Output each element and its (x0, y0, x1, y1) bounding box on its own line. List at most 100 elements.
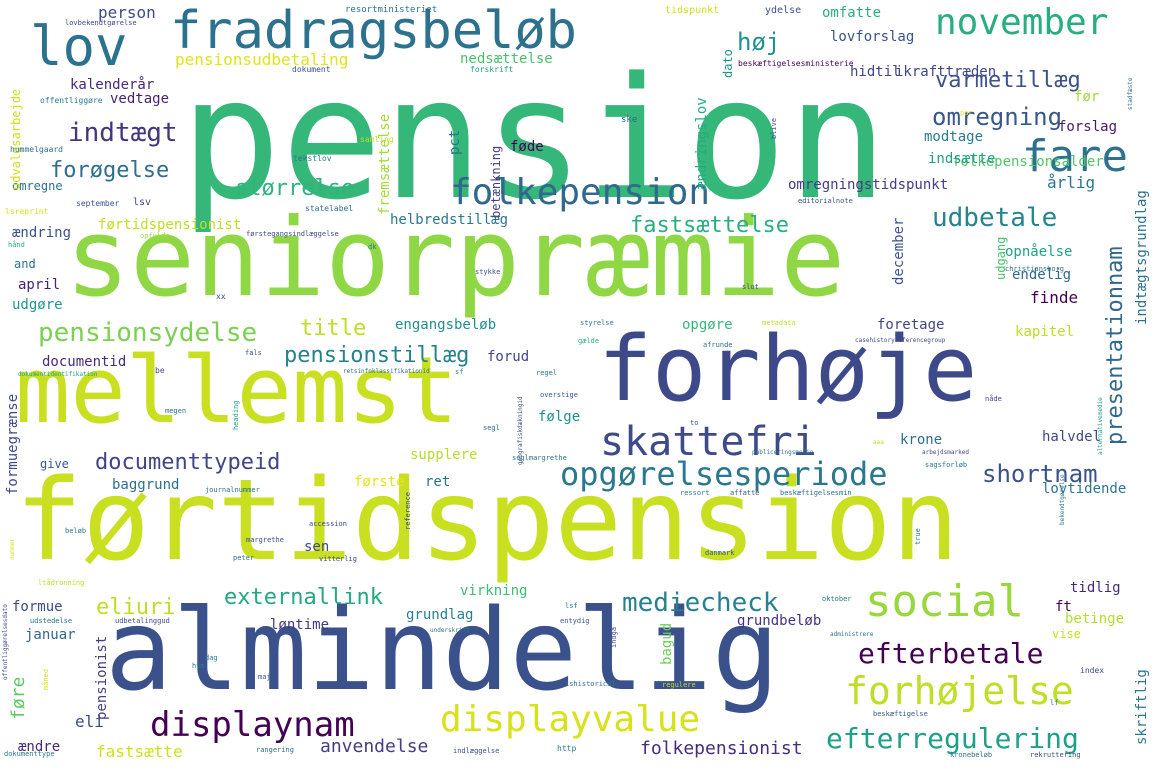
word-cloud-term: documentid (42, 354, 127, 370)
word-cloud-term: pensionsydelse (38, 318, 258, 348)
word-cloud-term: forud (487, 349, 530, 365)
word-cloud-term: seniorpræmie (65, 196, 846, 321)
word-cloud-term: størrelse (235, 176, 355, 201)
word-cloud-term: indtægt (68, 118, 178, 148)
word-cloud-term: fastsættelse (630, 213, 789, 238)
word-cloud-term: stadfæste (1127, 77, 1134, 110)
word-cloud-term: fare (1022, 131, 1128, 182)
word-cloud-term: betænkning (489, 145, 503, 218)
word-cloud-term: statelabel (305, 204, 354, 213)
word-cloud-term: sf (455, 368, 464, 376)
word-cloud-term: folkepension (450, 172, 711, 213)
word-cloud-term: ressort (680, 489, 710, 497)
word-cloud-term: give (40, 457, 69, 471)
word-cloud-term: grundlag (406, 607, 474, 623)
word-cloud-term: vise (1052, 627, 1081, 641)
word-cloud-term: lov (30, 15, 128, 78)
word-cloud-term: efterbetale (858, 637, 1044, 670)
word-cloud-term: krone (900, 432, 943, 448)
word-cloud-term: forøgelse (50, 158, 170, 183)
word-cloud-term: displayvalue (440, 699, 701, 740)
word-cloud-term: metadata (762, 319, 796, 327)
word-cloud-term: førtidspensionist (98, 217, 242, 233)
word-cloud-term: entydig (560, 617, 590, 625)
word-cloud-term: modtage (924, 129, 984, 145)
word-cloud-term: accession (309, 520, 347, 528)
word-cloud-term: hidtil (850, 64, 901, 80)
word-cloud-term: almindelig (105, 586, 780, 716)
word-cloud-term: slot (742, 283, 759, 291)
word-cloud-term: bekendtgørelse (1059, 474, 1066, 525)
word-cloud-term: sagsforløb (925, 461, 968, 469)
word-cloud-term: true (914, 528, 922, 545)
word-cloud-term: udbetale (932, 203, 1058, 233)
word-cloud-term: be (155, 366, 165, 375)
word-cloud-term: documenttypeid (95, 450, 281, 475)
word-cloud-term: engangsbeløb (395, 317, 497, 333)
word-cloud-term: efterregulering (826, 722, 1079, 755)
word-cloud-term: grundbeløb (737, 613, 822, 629)
word-cloud-term: stykke (475, 268, 501, 276)
word-cloud-term: ændre (18, 739, 61, 755)
word-cloud-term: fradragsbeløb (170, 1, 577, 61)
word-cloud-term: folkepensionsalder (952, 154, 1104, 170)
word-cloud-term: endelig (1012, 267, 1072, 283)
word-cloud-term: samling (360, 135, 394, 144)
word-cloud-term: fastsætte (96, 742, 183, 761)
word-cloud-term: omregning (932, 103, 1063, 131)
word-cloud-term: editorialnote (798, 197, 853, 205)
word-cloud-term: ændringslov (694, 97, 710, 190)
word-cloud-term: anvendelse (320, 736, 429, 757)
word-cloud-term: rekruttering (1030, 751, 1081, 759)
word-cloud-term: pensionstillæg (284, 343, 470, 368)
word-cloud-term: fals (245, 349, 262, 357)
word-cloud-term: dag (205, 654, 218, 662)
word-cloud-term: lovbekendtgørelse (65, 19, 137, 27)
word-cloud-term: fremsættelse (377, 113, 393, 215)
word-cloud-term: ske (621, 115, 638, 125)
word-cloud-term: presentationnam (1103, 246, 1128, 445)
word-cloud-term: før (1074, 89, 1100, 105)
word-cloud-term: journalnummer (205, 486, 260, 494)
word-cloud-term: ft (1055, 599, 1072, 615)
word-cloud-term: margrethe (246, 536, 284, 544)
word-cloud-term: ltådronning (38, 579, 85, 587)
word-cloud-term: indlæggelse (453, 747, 500, 755)
word-cloud-term: title (300, 316, 367, 341)
word-cloud-term: opnåelse (1005, 244, 1073, 260)
word-cloud-term: ikrafttræden (895, 64, 997, 80)
word-cloud-term: omregningstidspunkt (788, 177, 949, 193)
word-cloud-term: beskæftigelse (873, 710, 928, 718)
word-cloud-term: omregne (12, 179, 63, 193)
word-cloud-term: udgøre (12, 297, 63, 313)
word-cloud-term: formue (12, 599, 63, 615)
word-cloud-term: beskæftigelsesmin (780, 489, 852, 497)
word-cloud-term: pensionsudbetaling (175, 50, 349, 69)
word-cloud-term: afrunde (703, 341, 733, 349)
word-cloud-term: gælde (578, 337, 600, 345)
word-cloud-term: lsreprint (5, 207, 49, 216)
word-cloud-term: udstedelse (30, 617, 73, 625)
word-cloud-term: november (935, 2, 1109, 43)
word-cloud-term: styrelse (580, 319, 614, 327)
word-cloud-term: lsv (133, 197, 152, 208)
word-cloud-term: ændring (12, 225, 72, 241)
word-cloud-term: førstegangsindlæggelse (246, 230, 339, 238)
word-cloud-term: pension (180, 41, 889, 237)
word-cloud-term: forhøjelse (845, 669, 1074, 713)
word-cloud-term: per (960, 109, 973, 117)
word-cloud-term: aaa (873, 439, 884, 446)
word-cloud-term: social (865, 576, 1024, 627)
word-cloud-term: supplere (410, 447, 478, 463)
word-cloud-term: kalenderår (70, 77, 155, 93)
word-cloud-term: tidspunkt (665, 5, 720, 16)
word-cloud-term: oktober (822, 595, 852, 603)
word-cloud-term: føde (510, 139, 544, 155)
word-cloud-term: arbejdsmarked (922, 449, 969, 456)
word-cloud-term: halvdel (1042, 429, 1102, 445)
word-cloud-term: finde (1030, 288, 1079, 307)
word-cloud-term: displaynam (150, 705, 355, 745)
word-cloud-term: lsf (565, 602, 578, 610)
word-cloud-term: mediecheck (622, 588, 779, 618)
word-cloud-term: and (14, 257, 36, 271)
